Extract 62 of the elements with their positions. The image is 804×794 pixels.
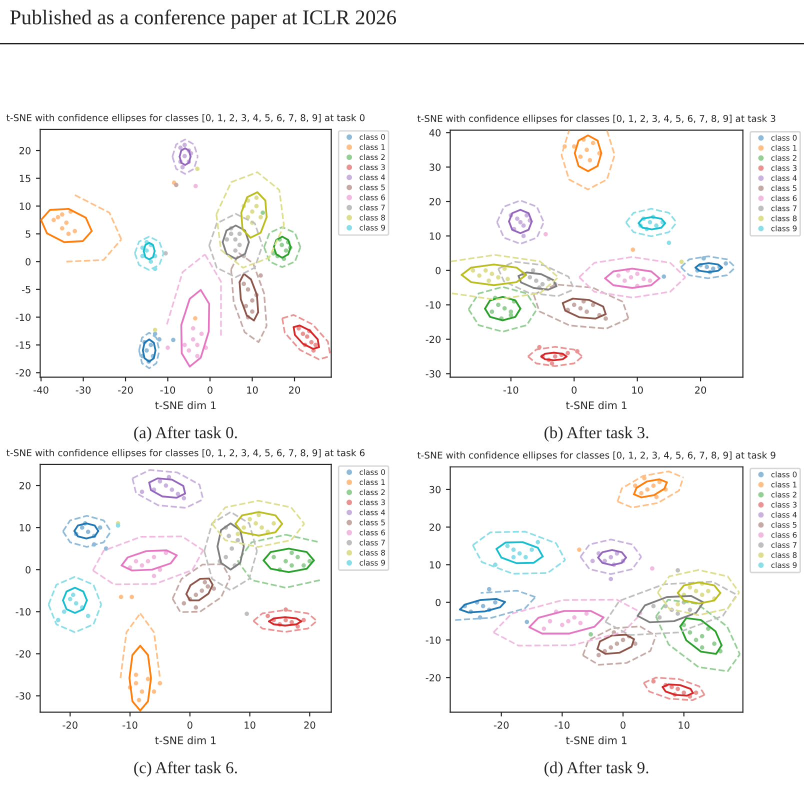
chart-title: t-SNE with confidence ellipses for classes [0, 1, 2, 3, 4, 5, 6, 7, 8, 9] at task 6 [6,449,365,458]
y-tick-label: -30 [16,692,31,700]
y-tick-label: 0 [26,566,31,574]
x-tick-label: -30 [76,386,91,394]
x-tick-label: 0 [208,386,212,394]
text: (b) After task 3. [544,426,648,442]
y-tick-label: 30 [430,164,441,171]
x-tick-label: -10 [503,386,518,394]
y-tick-label: 0 [436,266,441,274]
y-tick-label: -20 [426,336,441,344]
y-tick-label: 20 [20,147,31,154]
y-tick-label: -20 [16,369,31,377]
x-tick-label: 10 [632,386,643,394]
x-tick-label: 20 [289,386,300,394]
y-tick-label: -10 [426,301,441,309]
x-axis-title: t-SNE dim 1 [155,401,216,410]
text: (c) After task 6. [134,761,237,777]
x-tick-label: 0 [187,721,192,729]
y-tick-label: 10 [430,232,441,240]
y-tick-label: -10 [16,314,31,321]
y-tick-label: 5 [26,230,30,238]
y-tick-label: 10 [20,202,31,210]
text: Published as a conference paper at ICLR 2026 [10,10,396,29]
x-tick-label: -20 [118,386,133,394]
y-tick-label: 15 [20,174,30,182]
chart-title: t-SNE with confidence ellipses for classes [0, 1, 2, 3, 4, 5, 6, 7, 8, 9] at task 0 [6,114,365,124]
x-tick-label: -20 [494,721,509,729]
x-tick-label: -10 [122,721,138,729]
y-tick-label: 20 [430,524,441,531]
chart-title: t-SNE with confidence ellipses for classes [0, 1, 2, 3, 4, 5, 6, 7, 8, 9] at task 9 [417,451,776,460]
x-tick-label: -40 [34,386,48,394]
x-tick-label: 10 [247,386,258,394]
chart-title: t-SNE with confidence ellipses for classes [0, 1, 2, 3, 4, 5, 6, 7, 8, 9] at task 3 [417,114,776,124]
x-tick-label: 10 [244,721,256,729]
y-tick-label: 0 [436,598,441,606]
y-tick-label: -5 [22,286,30,294]
x-tick-label: 0 [572,386,577,394]
x-tick-label: -20 [62,721,78,729]
y-tick-label: 10 [20,524,31,532]
x-tick-label: -10 [160,386,176,394]
y-tick-label: 40 [429,129,441,136]
x-axis-title: t-SNE dim 1 [155,736,216,744]
text: (d) After task 9. [544,761,648,777]
y-tick-label: 10 [430,561,441,569]
text: (a) After task 0. [134,426,237,442]
x-tick-label: 20 [304,721,316,729]
y-tick-label: -10 [426,636,441,644]
y-tick-label: -10 [16,608,31,616]
x-axis-title: t-SNE dim 1 [566,401,626,410]
x-tick-label: 20 [695,386,706,394]
y-tick-label: 0 [26,258,31,266]
y-tick-label: -15 [16,342,30,349]
x-tick-label: -10 [554,721,570,729]
x-tick-label: 10 [678,721,690,729]
y-tick-label: -20 [16,650,31,658]
y-tick-label: -30 [426,370,441,378]
x-tick-label: 0 [620,721,626,729]
x-axis-title: t-SNE dim 1 [566,736,626,744]
y-tick-label: 30 [430,486,441,494]
y-tick-label: -20 [426,674,441,682]
y-tick-label: 20 [430,198,441,206]
y-tick-label: 20 [20,482,31,490]
